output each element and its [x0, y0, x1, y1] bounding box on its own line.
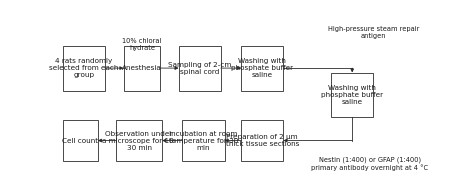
- Text: Cell count: Cell count: [62, 138, 99, 144]
- Text: 4 rats randomly
selected from each
group: 4 rats randomly selected from each group: [49, 58, 118, 78]
- Bar: [179, 46, 221, 90]
- Text: Anesthesia: Anesthesia: [122, 65, 162, 71]
- Text: Preparation of 2 µm
thick tissue sections: Preparation of 2 µm thick tissue section…: [226, 134, 299, 147]
- Text: Observation under
a microscope for 10-
30 min: Observation under a microscope for 10- 3…: [102, 131, 176, 151]
- Text: Washing with
phosphate buffer
saline: Washing with phosphate buffer saline: [231, 58, 293, 78]
- Text: Nestin (1:400) or GFAP (1:400)
primary antibody overnight at 4 °C: Nestin (1:400) or GFAP (1:400) primary a…: [311, 157, 428, 171]
- Bar: [124, 46, 160, 90]
- Text: High-pressure steam repair
antigen: High-pressure steam repair antigen: [328, 26, 419, 39]
- Text: Washing with
phosphate buffer
saline: Washing with phosphate buffer saline: [321, 85, 383, 105]
- Bar: [331, 73, 374, 117]
- Bar: [63, 46, 105, 90]
- Text: Incubation at room
temperature for 30
min: Incubation at room temperature for 30 mi…: [169, 131, 238, 151]
- Text: 10% chloral
hydrate: 10% chloral hydrate: [122, 38, 162, 51]
- Text: Sampling of 2-cm
spinal cord: Sampling of 2-cm spinal cord: [168, 61, 231, 75]
- Bar: [241, 120, 283, 161]
- Bar: [241, 46, 283, 90]
- Bar: [63, 120, 98, 161]
- Bar: [116, 120, 162, 161]
- Bar: [182, 120, 225, 161]
